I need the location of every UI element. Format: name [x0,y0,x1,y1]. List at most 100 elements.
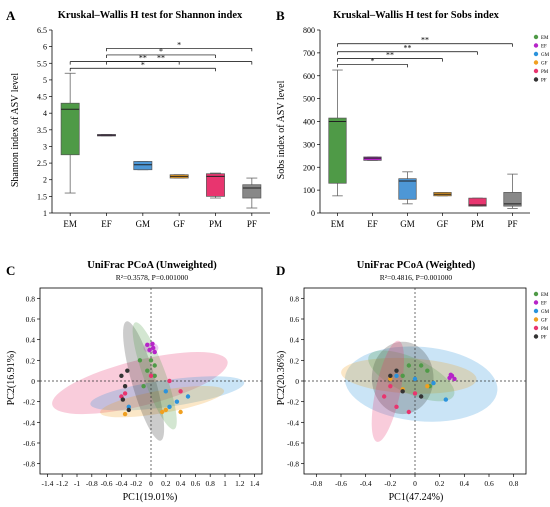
point-gm [174,399,180,404]
legend-item-em: EM [533,34,549,41]
point-gm [431,380,436,386]
y-tick-label: 3.5 [37,126,47,135]
point-pf [119,373,124,379]
point-gm [412,376,418,382]
point-gm [185,394,191,399]
legend-marker [533,317,539,322]
legend-item-pm: PM [533,68,549,75]
legend-marker [533,308,539,314]
point-pm [394,404,399,410]
x-tick-label: EM [63,219,77,229]
box-pm [468,197,487,207]
confidence-ellipse-pf [123,321,165,441]
y-tick-label: -0.8 [287,460,299,469]
legend-label: PM [541,327,549,332]
point-gf [163,407,168,413]
box-body [328,117,347,184]
box-body [503,192,522,207]
x-tick-label: 0.6 [484,479,494,488]
point-gf [159,409,165,415]
point-ef [150,341,155,346]
legend-label: EM [541,36,549,41]
panel-c-plot: -1.4 -1.2 -1 -0.8 -0.6 -0.4 -0.2 0 0.2 0.4 0.6 0.8 1… [23,287,263,488]
panel-c-title: UniFrac PCoA (Unweighted) [87,260,217,271]
legend-item-pf: PF [533,334,547,341]
point-gm [167,404,172,410]
box-body [363,156,382,161]
y-tick-label: 3 [43,142,47,151]
x-tick-label: -0.2 [384,479,396,488]
point-gm [394,373,399,379]
point-em [152,373,157,379]
x-tick-label: 0.8 [206,479,216,488]
confidence-ellipse-gm [344,346,498,422]
box-em [60,72,80,194]
panel-d: D UniFrac PCoA (Weighted) R²=0.4816, P=0… [276,260,550,503]
box-em [328,69,347,197]
significance-bracket: * [106,47,216,58]
x-tick-label: -1.4 [41,479,53,488]
y-tick-label: 400 [303,118,315,127]
y-tick-label: 6.5 [37,26,47,35]
y-tick-label: 0.4 [26,336,36,345]
y-tick-label: 0.6 [290,315,300,324]
confidence-ellipse-gm [90,376,245,411]
significance-bracket: * [106,40,253,52]
box-body [60,102,80,156]
panel-d-subtitle: R²=0.4816, P=0.001000 [380,273,453,282]
y-tick-label: -0.6 [287,439,299,448]
point-pm [167,378,172,384]
x-tick-label: PF [247,219,257,229]
legend-marker [533,34,539,40]
y-tick-label: 0.6 [26,315,36,324]
point-pf [400,389,405,394]
x-tick-label: 0.6 [191,479,201,488]
y-tick-label: 0 [311,209,315,218]
significance-label: ** [139,54,147,63]
box-ef [363,156,382,161]
y-tick-label: 600 [303,72,315,81]
y-tick-label: 0.2 [290,356,300,365]
legend-item-pm: PM [533,325,549,332]
legend-marker [533,325,539,331]
panel-d-ylabel: PC2(20.36%) [276,351,287,406]
y-tick-label: 700 [303,49,315,58]
x-tick-label: 0 [149,479,153,488]
x-tick-label: EF [367,219,378,229]
legend-marker [533,77,539,82]
y-tick-label: 0.2 [26,356,36,365]
legend-item-gf: GF [533,317,548,324]
panel-b-title: Kruskal–Wallis H test for Sobs index [333,10,500,21]
confidence-ellipse-gf [100,386,225,418]
point-gf [425,383,430,389]
x-tick-label: 0.8 [509,479,519,488]
x-tick-label: GF [437,219,449,229]
x-tick-label: PM [471,219,484,229]
point-pm [148,373,154,379]
x-tick-label: -1 [74,479,80,488]
panel-c-ylabel: PC2(16.91%) [6,351,17,406]
legend-label: GF [541,319,548,324]
point-gm [443,397,449,402]
confidence-ellipse-em [368,350,455,402]
box-body [468,197,487,207]
x-tick-label: 1 [223,479,227,488]
x-tick-label: EF [101,219,112,229]
point-em [137,358,143,363]
x-tick-label: 0.2 [435,479,445,488]
x-tick-label: EM [331,219,345,229]
legend-marker [533,300,539,305]
legend-item-gm: GM [533,51,550,58]
x-tick-label: -0.6 [335,479,347,488]
legend-label: PM [541,70,549,75]
panel-b-legend: EM EF GM GF PM PF [533,34,550,84]
significance-bracket: ** [337,36,513,47]
box-ef [97,134,116,137]
x-tick-label: -0.6 [101,479,113,488]
box-gf [433,192,452,197]
y-tick-label: 200 [303,163,315,172]
y-tick-label: -0.4 [287,418,299,427]
y-tick-label: 0.8 [290,294,300,303]
y-tick-label: 500 [303,95,315,104]
box-body [398,178,417,200]
